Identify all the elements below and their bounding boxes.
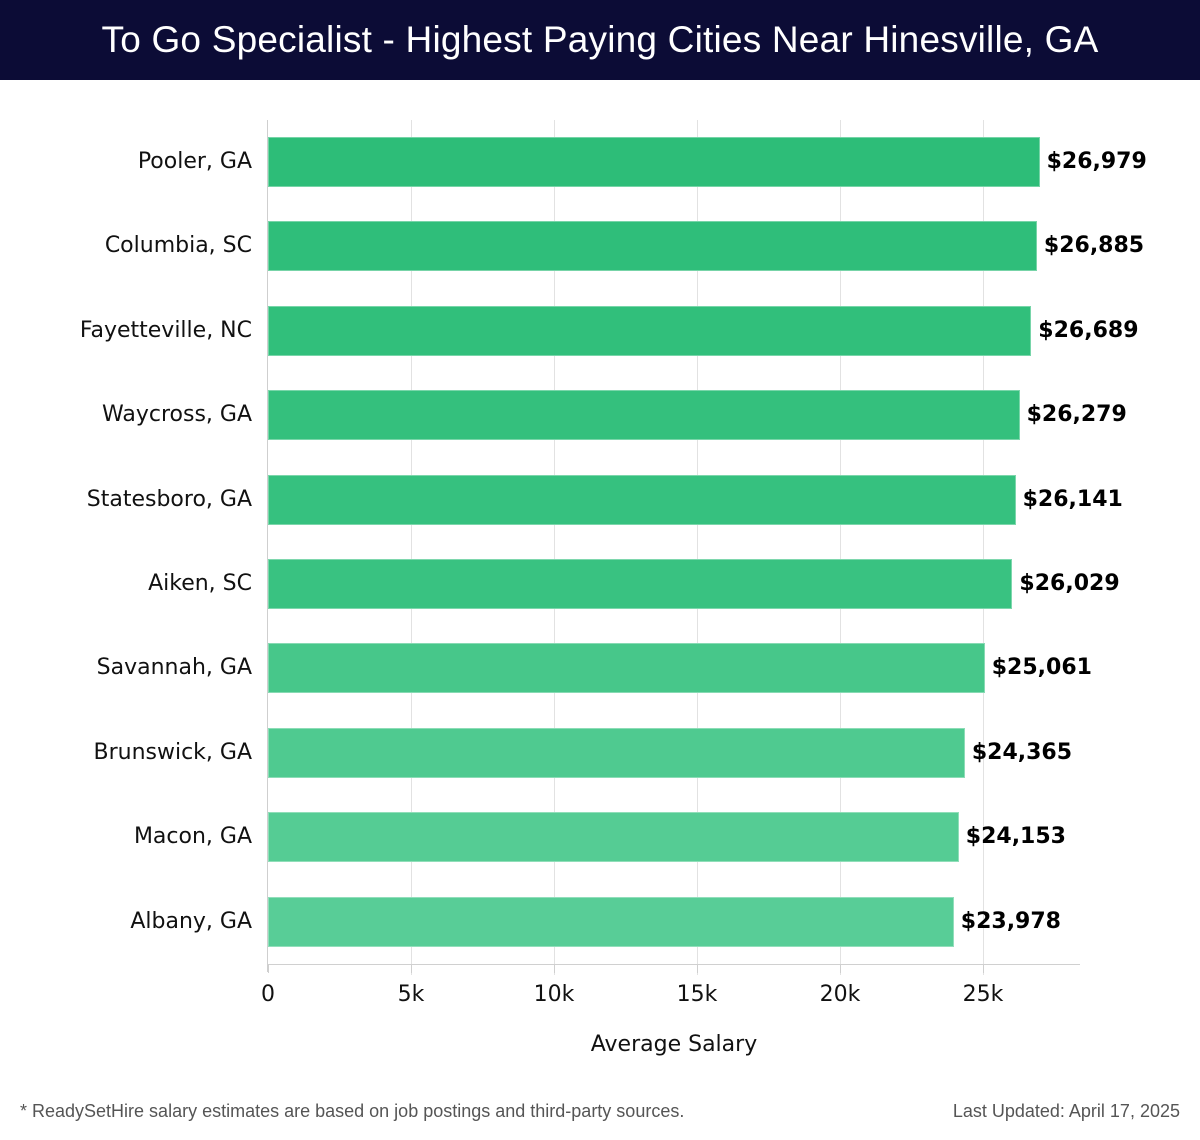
bar-value-label: $25,061: [991, 655, 1092, 681]
footnote: * ReadySetHire salary estimates are base…: [20, 1101, 685, 1121]
x-tick: [553, 965, 555, 973]
bar-row: Albany, GA $23,978: [0, 896, 1200, 947]
bar-row: Columbia, SC $26,885: [0, 221, 1200, 272]
y-category-label: Pooler, GA: [137, 149, 252, 174]
bar-value-label: $23,978: [960, 908, 1061, 934]
bar-value-label: $26,141: [1022, 486, 1123, 512]
bar: [268, 305, 1032, 356]
gridline: [840, 120, 841, 975]
bar-row: Aiken, SC $26,029: [0, 559, 1200, 609]
y-axis-line: [267, 120, 268, 972]
bar-value-label: $26,885: [1043, 233, 1145, 259]
bar-value-label: $26,279: [1026, 402, 1127, 428]
gridline: [697, 120, 698, 975]
y-category-label: Brunswick, GA: [93, 739, 252, 765]
y-category-label: Aiken, SC: [148, 571, 252, 596]
gridline: [554, 120, 555, 975]
chart-title: To Go Specialist - Highest Paying Cities…: [101, 19, 1099, 60]
x-tick-label: 5k: [397, 982, 425, 1007]
x-tick-label: 10k: [533, 982, 575, 1007]
bar-row: Savannah, GA $25,061: [0, 643, 1200, 694]
bar-row: Brunswick, GA $24,365: [0, 727, 1200, 778]
gridline: [983, 120, 984, 975]
bar-row: Pooler, GA $26,979: [0, 137, 1200, 187]
gridline: [411, 120, 412, 975]
bar: [268, 896, 954, 947]
x-tick-label: 0: [261, 982, 275, 1007]
y-category-label: Columbia, SC: [104, 233, 252, 259]
bar: [268, 643, 985, 694]
bar: [268, 390, 1020, 441]
bar-value-label: $24,153: [965, 824, 1066, 850]
y-category-label: Albany, GA: [130, 908, 252, 934]
bar-value-label: $26,029: [1019, 571, 1120, 596]
chart-header: To Go Specialist - Highest Paying Cities…: [0, 0, 1200, 80]
x-tick-label: 15k: [676, 982, 718, 1007]
bar: [268, 559, 1013, 609]
bar-value-label: $26,689: [1038, 317, 1139, 343]
x-tick-label: 25k: [962, 982, 1004, 1007]
bar-row: Waycross, GA $26,279: [0, 390, 1200, 441]
bar-row: Statesboro, GA $26,141: [0, 474, 1200, 525]
x-tick: [267, 965, 269, 973]
x-tick: [696, 965, 698, 973]
bar: [268, 727, 965, 778]
x-axis-line: [267, 964, 1080, 965]
last-updated: Last Updated: April 17, 2025: [952, 1101, 1180, 1121]
x-tick: [982, 965, 984, 973]
bar: [268, 812, 959, 863]
bar-value-label: $24,365: [971, 739, 1073, 765]
x-tick-label: 20k: [819, 982, 861, 1007]
x-axis-label: Average Salary: [590, 1032, 758, 1057]
x-tick: [410, 965, 412, 973]
bar-value-label: $26,979: [1046, 149, 1147, 174]
plot-area: [268, 120, 1080, 975]
y-category-label: Statesboro, GA: [86, 486, 252, 512]
x-tick: [839, 965, 841, 973]
y-category-label: Savannah, GA: [96, 655, 252, 681]
bar-row: Macon, GA $24,153: [0, 812, 1200, 863]
bar-row: Fayetteville, NC $26,689: [0, 305, 1200, 356]
bar: [268, 221, 1037, 272]
bar: [268, 137, 1040, 187]
bar: [268, 474, 1016, 525]
y-category-label: Macon, GA: [133, 824, 252, 850]
y-category-label: Waycross, GA: [102, 402, 252, 428]
y-category-label: Fayetteville, NC: [79, 317, 252, 343]
